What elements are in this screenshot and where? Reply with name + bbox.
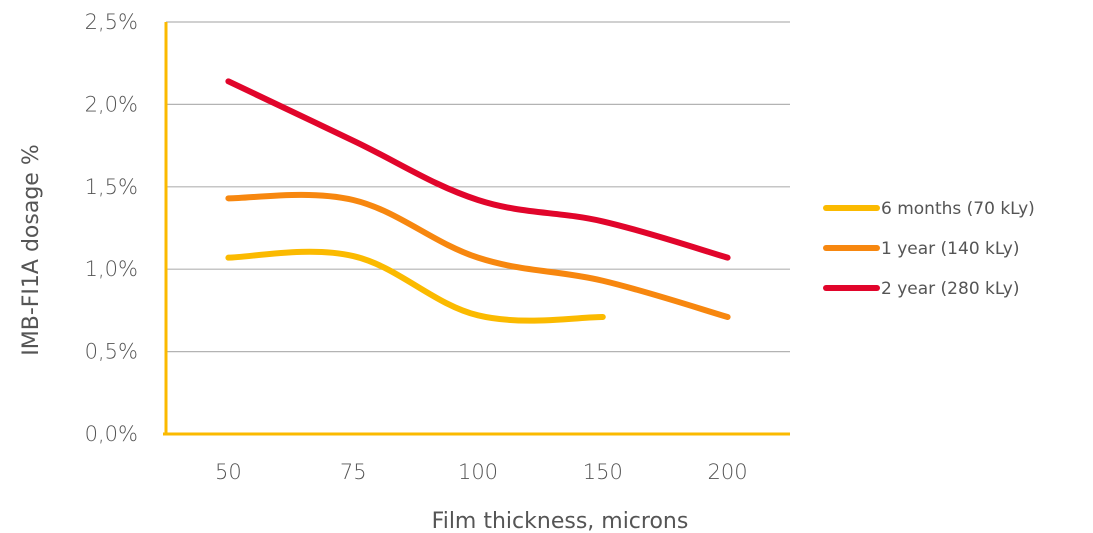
legend-label: 1 year (140 kLy) <box>881 239 1019 259</box>
x-axis-label: Film thickness, microns <box>432 509 689 533</box>
series-line-1 <box>225 248 606 324</box>
y-tick-label: 1,5% <box>85 175 138 199</box>
series-lines <box>225 78 731 324</box>
x-tick-labels: 50 75 100 150 200 <box>215 460 748 484</box>
y-tick-label: 0,5% <box>85 340 138 364</box>
y-tick-label: 2,5% <box>85 10 138 34</box>
y-tick-labels: 0,0% 0,5% 1,0% 1,5% 2,0% 2,5% <box>85 10 138 446</box>
x-tick-label: 50 <box>215 460 242 484</box>
legend-label: 6 months (70 kLy) <box>881 199 1035 219</box>
series-line-3 <box>225 78 731 261</box>
x-tick-label: 100 <box>458 460 498 484</box>
y-tick-label: 1,0% <box>85 257 138 281</box>
gridlines <box>166 21 790 353</box>
y-tick-label: 0,0% <box>85 422 138 446</box>
x-tick-label: 75 <box>340 460 367 484</box>
x-tick-label: 150 <box>583 460 623 484</box>
legend: 6 months (70 kLy) 1 year (140 kLy) 2 year … <box>823 199 1035 299</box>
x-tick-label: 200 <box>708 460 748 484</box>
y-axis-label: IMB-FI1A dosage % <box>19 144 44 355</box>
legend-label: 2 year (280 kLy) <box>881 279 1019 299</box>
series-line-2 <box>225 191 731 320</box>
y-tick-label: 2,0% <box>85 92 138 116</box>
